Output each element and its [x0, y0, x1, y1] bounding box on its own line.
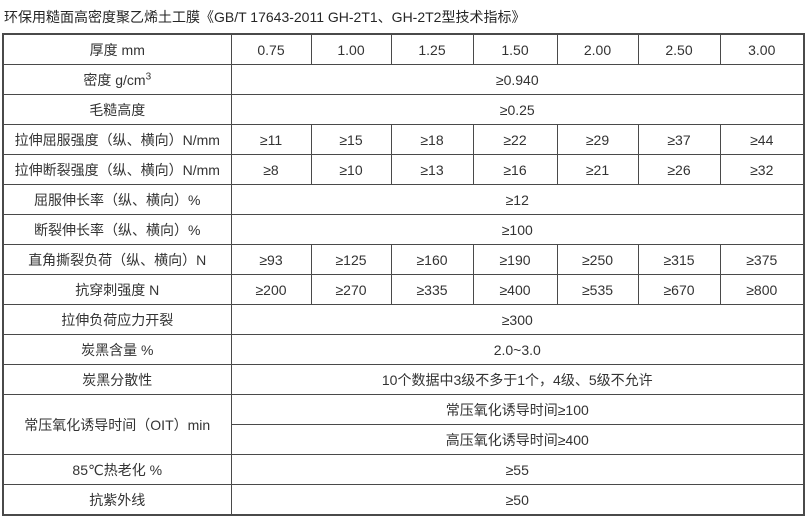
- heat-aging-value: ≥55: [230, 454, 805, 485]
- row-carbon-black-dispersion-label: 炭黑分散性: [2, 364, 232, 395]
- row-oit-high: 高压氧化诱导时间≥400: [3, 424, 805, 455]
- row-puncture-resistance: 抗穿刺强度 N ≥200 ≥270 ≥335 ≥400 ≥535 ≥670 ≥8…: [2, 274, 805, 305]
- puncture-value: ≥200: [230, 274, 312, 305]
- row-heat-aging-label: 85℃热老化 %: [2, 454, 232, 485]
- row-tensile-yield-strength: 拉伸屈服强度（纵、横向）N/mm ≥11 ≥15 ≥18 ≥22 ≥29 ≥37…: [2, 124, 805, 155]
- tensile-yield-value: ≥29: [556, 124, 639, 155]
- oit-normal-pressure-value: 常压氧化诱导时间≥100: [230, 394, 805, 425]
- thickness-value: 2.50: [637, 33, 721, 65]
- puncture-value: ≥535: [556, 274, 639, 305]
- row-uv-resistance-label: 抗紫外线: [2, 484, 232, 516]
- row-rough-height: 毛糙高度 ≥0.25: [2, 94, 805, 125]
- break-elongation-value: ≥100: [230, 214, 805, 245]
- tensile-yield-value: ≥22: [472, 124, 558, 155]
- density-value: ≥0.940: [230, 64, 805, 95]
- tear-load-value: ≥375: [719, 244, 805, 275]
- row-thickness-label: 厚度 mm: [2, 33, 232, 65]
- tensile-yield-value: ≥15: [310, 124, 392, 155]
- tensile-break-value: ≥10: [310, 154, 392, 185]
- rough-height-value: ≥0.25: [230, 94, 805, 125]
- density-label-superscript: 3: [145, 70, 152, 82]
- row-break-elongation: 断裂伸长率（纵、横向）% ≥100: [2, 214, 805, 245]
- row-oit-normal: 常压氧化诱导时间（OIT）min 常压氧化诱导时间≥100: [2, 394, 805, 455]
- row-density: 密度 g/cm3 ≥0.940: [2, 64, 805, 95]
- puncture-value: ≥400: [472, 274, 558, 305]
- tensile-break-value: ≥21: [556, 154, 639, 185]
- row-density-label: 密度 g/cm3: [2, 64, 232, 95]
- row-oit-label: 常压氧化诱导时间（OIT）min: [2, 394, 232, 455]
- tear-load-value: ≥315: [637, 244, 721, 275]
- row-heat-aging: 85℃热老化 % ≥55: [2, 454, 805, 485]
- thickness-value: 1.00: [310, 33, 392, 65]
- row-tear-load: 直角撕裂负荷（纵、横向）N ≥93 ≥125 ≥160 ≥190 ≥250 ≥3…: [2, 244, 805, 275]
- row-tear-load-label: 直角撕裂负荷（纵、横向）N: [2, 244, 232, 275]
- puncture-value: ≥800: [719, 274, 805, 305]
- tensile-break-value: ≥32: [719, 154, 805, 185]
- puncture-value: ≥335: [390, 274, 474, 305]
- tensile-yield-value: ≥37: [637, 124, 721, 155]
- row-carbon-black-content: 炭黑含量 % 2.0~3.0: [2, 334, 805, 365]
- thickness-value: 1.25: [390, 33, 474, 65]
- yield-elongation-value: ≥12: [230, 184, 805, 215]
- tensile-yield-value: ≥11: [230, 124, 312, 155]
- thickness-value: 1.50: [472, 33, 558, 65]
- puncture-value: ≥670: [637, 274, 721, 305]
- row-uv-resistance: 抗紫外线 ≥50: [2, 484, 805, 516]
- tear-load-value: ≥250: [556, 244, 639, 275]
- row-puncture-resistance-label: 抗穿刺强度 N: [2, 274, 232, 305]
- tear-load-value: ≥190: [472, 244, 558, 275]
- row-yield-elongation-label: 屈服伸长率（纵、横向）%: [2, 184, 232, 215]
- spec-table: 厚度 mm 0.75 1.00 1.25 1.50 2.00 2.50 3.00…: [2, 33, 805, 516]
- tensile-yield-value: ≥18: [390, 124, 474, 155]
- tensile-yield-value: ≥44: [719, 124, 805, 155]
- row-rough-height-label: 毛糙高度: [2, 94, 232, 125]
- tensile-break-value: ≥16: [472, 154, 558, 185]
- page-title: 环保用糙面高密度聚乙烯土工膜《GB/T 17643-2011 GH-2T1、GH…: [4, 9, 526, 25]
- tear-load-value: ≥125: [310, 244, 392, 275]
- density-label-base: 密度 g/cm: [83, 71, 146, 88]
- tear-load-value: ≥160: [390, 244, 474, 275]
- thickness-value: 0.75: [230, 33, 312, 65]
- row-yield-elongation: 屈服伸长率（纵、横向）% ≥12: [2, 184, 805, 215]
- tensile-break-value: ≥8: [230, 154, 312, 185]
- tensile-break-value: ≥13: [390, 154, 474, 185]
- uv-resistance-value: ≥50: [230, 484, 805, 516]
- oit-high-pressure-value: 高压氧化诱导时间≥400: [230, 424, 805, 455]
- row-carbon-black-content-label: 炭黑含量 %: [2, 334, 232, 365]
- carbon-black-content-value: 2.0~3.0: [230, 334, 805, 365]
- row-tensile-break-strength: 拉伸断裂强度（纵、横向）N/mm ≥8 ≥10 ≥13 ≥16 ≥21 ≥26 …: [2, 154, 805, 185]
- row-break-elongation-label: 断裂伸长率（纵、横向）%: [2, 214, 232, 245]
- tear-load-value: ≥93: [230, 244, 312, 275]
- row-stress-crack: 拉伸负荷应力开裂 ≥300: [2, 304, 805, 335]
- thickness-value: 3.00: [719, 33, 805, 65]
- row-tensile-yield-strength-label: 拉伸屈服强度（纵、横向）N/mm: [2, 124, 232, 155]
- row-tensile-break-strength-label: 拉伸断裂强度（纵、横向）N/mm: [2, 154, 232, 185]
- tensile-break-value: ≥26: [637, 154, 721, 185]
- stress-crack-value: ≥300: [230, 304, 805, 335]
- puncture-value: ≥270: [310, 274, 392, 305]
- row-stress-crack-label: 拉伸负荷应力开裂: [2, 304, 232, 335]
- carbon-black-dispersion-value: 10个数据中3级不多于1个，4级、5级不允许: [230, 364, 805, 395]
- row-carbon-black-dispersion: 炭黑分散性 10个数据中3级不多于1个，4级、5级不允许: [2, 364, 805, 395]
- thickness-value: 2.00: [556, 33, 639, 65]
- row-thickness: 厚度 mm 0.75 1.00 1.25 1.50 2.00 2.50 3.00: [2, 33, 805, 65]
